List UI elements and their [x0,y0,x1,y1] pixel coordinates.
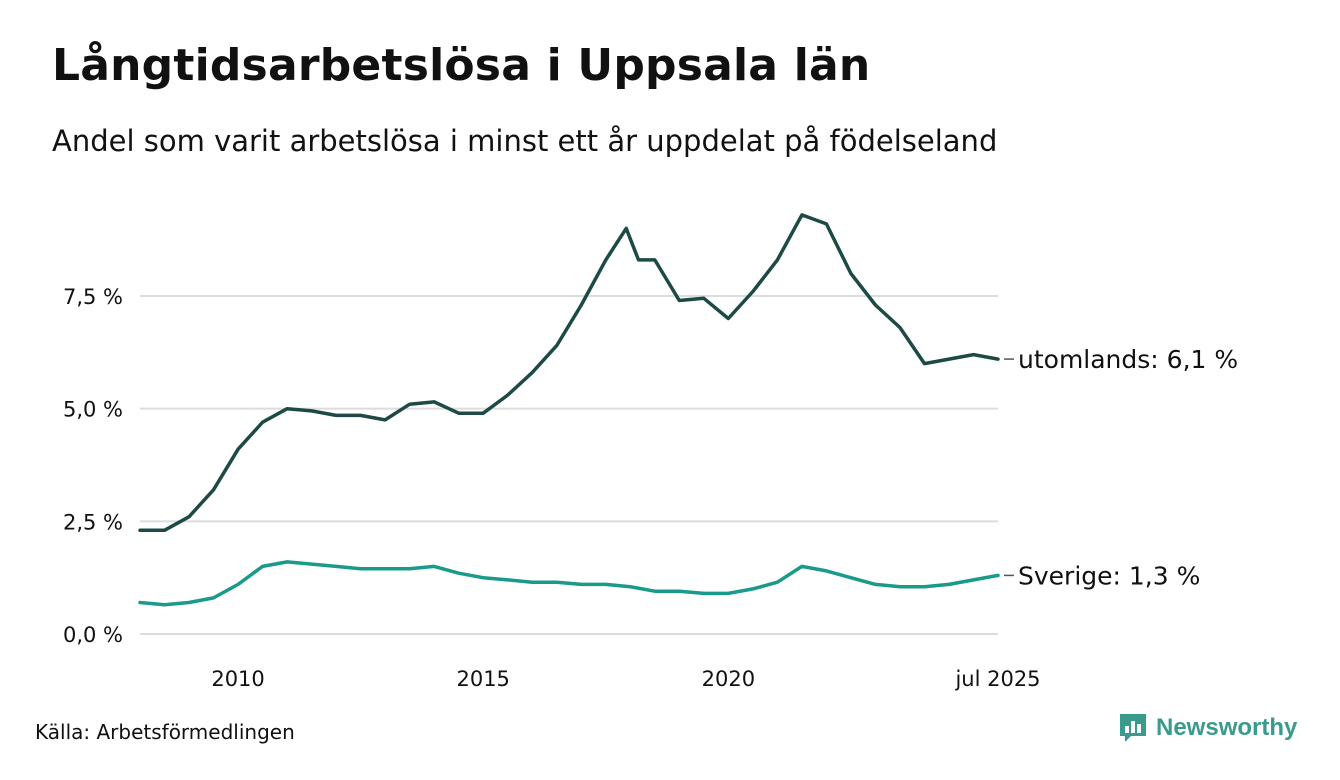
end-label-Sverige: Sverige: 1,3 % [1018,561,1200,590]
series-lines [138,213,1000,607]
chart-subtitle: Andel som varit arbetslösa i minst ett å… [52,124,998,158]
newsworthy-logo-icon [1120,714,1146,742]
x-tick-label: 2020 [702,667,755,691]
series-line-utomlands [138,213,1000,533]
x-tick-label: 2015 [456,667,509,691]
brand-name: Newsworthy [1156,714,1298,741]
x-tick-label: jul 2025 [954,667,1040,691]
y-tick-label: 5,0 % [63,398,123,422]
series-line-Sverige [138,560,1000,607]
y-tick-label: 7,5 % [63,285,123,309]
x-tick-label: 2010 [211,667,264,691]
x-axis-ticks: 2010 2015 2020 jul 2025 [211,667,1040,691]
chart-title: Långtidsarbetslösa i Uppsala län [52,40,871,91]
end-label-utomlands: utomlands: 6,1 % [1018,345,1238,374]
y-tick-label: 2,5 % [63,510,123,534]
y-tick-label: 0,0 % [63,623,123,647]
end-labels: utomlands: 6,1 % Sverige: 1,3 % [1004,345,1238,590]
source-note: Källa: Arbetsförmedlingen [35,720,295,744]
y-axis-ticks: 0,0 % 2,5 % 5,0 % 7,5 % [63,285,123,647]
grid-lines [140,295,998,635]
brand: Newsworthy [1118,712,1297,744]
